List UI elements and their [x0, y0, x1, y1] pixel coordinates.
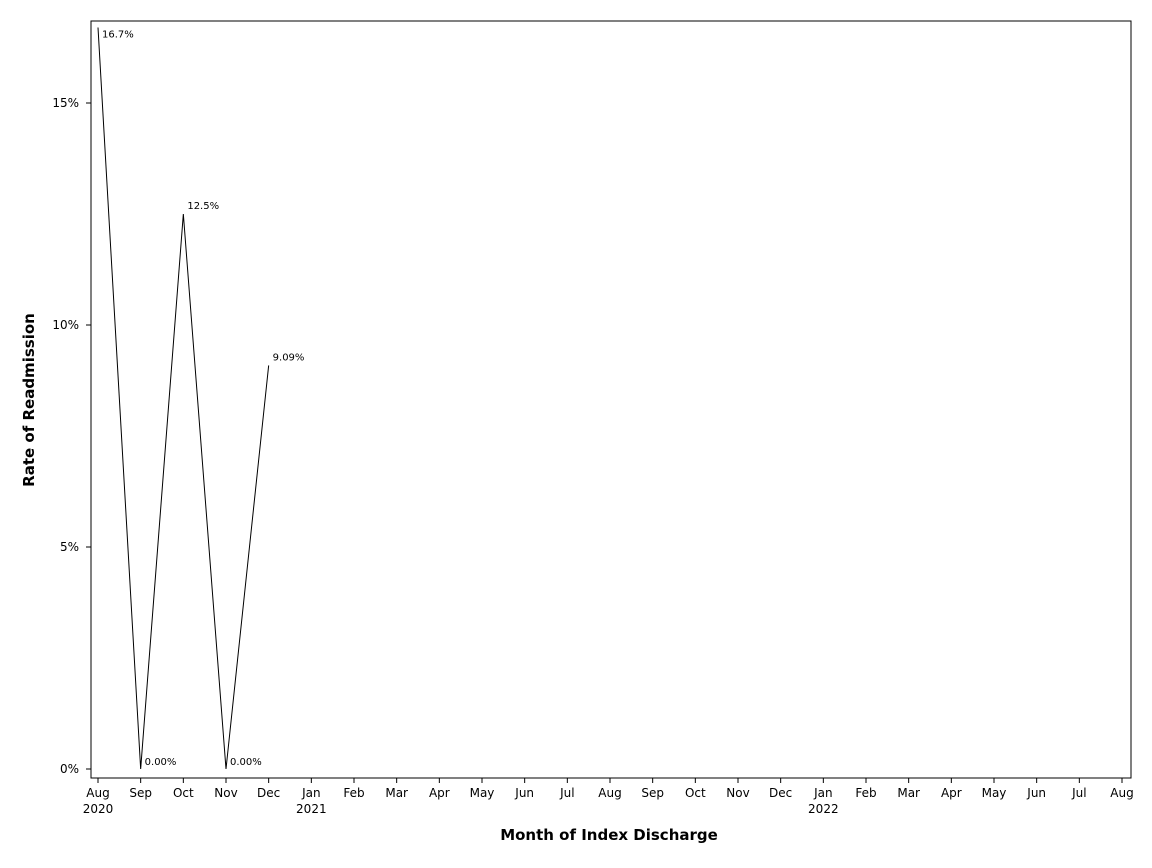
x-tick-label: Feb: [343, 786, 364, 800]
x-tick-label: May: [982, 786, 1007, 800]
data-label: 0.00%: [230, 757, 262, 768]
y-tick-label: 15%: [52, 96, 79, 110]
x-tick-label: Aug: [598, 786, 621, 800]
data-label: 12.5%: [187, 201, 219, 212]
x-tick-label: Aug: [1110, 786, 1133, 800]
x-tick-label: Mar: [897, 786, 920, 800]
x-tick-year-label: 2021: [296, 802, 327, 816]
x-tick-label: May: [470, 786, 495, 800]
y-axis: 0% 5% 10% 15%: [52, 96, 91, 776]
x-tick-label: Jan: [813, 786, 833, 800]
y-axis-title: Rate of Readmission: [20, 313, 38, 487]
x-tick-label: Dec: [769, 786, 792, 800]
x-tick-label: Nov: [726, 786, 749, 800]
data-label: 16.7%: [102, 30, 134, 41]
x-tick-label: Mar: [385, 786, 408, 800]
data-label: 0.00%: [145, 757, 177, 768]
x-tick-label: Sep: [129, 786, 152, 800]
x-tick-label: Jan: [301, 786, 321, 800]
x-tick-year-label: 2022: [808, 802, 839, 816]
x-axis-title: Month of Index Discharge: [500, 826, 718, 844]
x-tick-label: Aug: [86, 786, 109, 800]
x-tick-label: Jul: [559, 786, 574, 800]
x-tick-label: Feb: [855, 786, 876, 800]
x-tick-label: Sep: [641, 786, 664, 800]
plot-frame: [90, 20, 1132, 779]
series-layer: 16.7% 0.00% 12.5% 0.00% 9.09%: [97, 27, 305, 770]
data-label: 9.09%: [273, 352, 305, 363]
y-tick-label: 0%: [60, 762, 79, 776]
x-tick-label: Jun: [1026, 786, 1046, 800]
x-tick-label: Dec: [257, 786, 280, 800]
x-tick-label: Apr: [429, 786, 450, 800]
x-tick-label: Jul: [1071, 786, 1086, 800]
x-axis: Aug 2020 Sep Oct Nov Dec Jan 2021 Feb Mar Apr May Ju…: [83, 778, 1134, 816]
x-tick-label: Apr: [941, 786, 962, 800]
x-tick-label: Nov: [214, 786, 237, 800]
series-line: [97, 27, 270, 770]
x-tick-label: Jun: [514, 786, 534, 800]
y-tick-label: 5%: [60, 540, 79, 554]
y-tick-label: 10%: [52, 318, 79, 332]
x-tick-label: Oct: [685, 786, 706, 800]
x-tick-year-label: 2020: [83, 802, 114, 816]
x-tick-label: Oct: [173, 786, 194, 800]
